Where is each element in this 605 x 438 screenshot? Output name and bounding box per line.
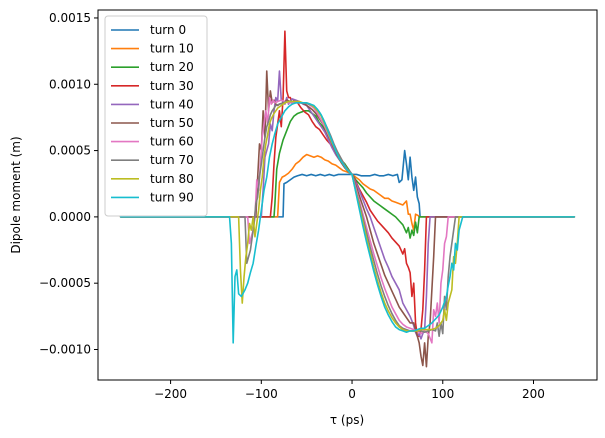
x-tick-label: −100 — [245, 387, 278, 401]
x-axis-ticks: −200 −100 0 100 200 — [154, 380, 545, 401]
y-tick-label: 0.0005 — [49, 144, 91, 158]
series-line-turn-0 — [119, 149, 576, 218]
y-tick-label: 0.0000 — [49, 210, 91, 224]
x-tick-label: 100 — [431, 387, 454, 401]
legend-label: turn 80 — [150, 172, 194, 186]
x-tick-label: 200 — [522, 387, 545, 401]
legend: turn 0 turn 10 turn 20 turn 30 turn 40 turn 5… — [104, 15, 208, 217]
legend-label: turn 30 — [150, 79, 194, 93]
plot-frame — [97, 9, 598, 381]
legend-box — [104, 15, 208, 217]
x-axis-label: τ (ps) — [330, 413, 364, 427]
legend-label: turn 20 — [150, 60, 194, 74]
legend-label: turn 0 — [150, 23, 186, 37]
legend-label: turn 60 — [150, 135, 194, 149]
y-axis-label: Dipole moment (m) — [9, 136, 23, 253]
legend-label: turn 10 — [150, 42, 194, 56]
y-tick-label: 0.0010 — [49, 77, 91, 91]
x-tick-label: 0 — [348, 387, 356, 401]
y-tick-label: −0.0010 — [39, 342, 91, 356]
y-tick-label: 0.0015 — [49, 11, 91, 25]
y-tick-label: −0.0005 — [39, 276, 91, 290]
x-tick-label: −200 — [154, 387, 187, 401]
y-axis-ticks: −0.0010 −0.0005 0.0000 0.0005 0.0010 0.0015 — [39, 11, 98, 356]
legend-label: turn 90 — [150, 190, 194, 204]
legend-label: turn 40 — [150, 97, 194, 111]
series-line-turn-90 — [119, 102, 576, 344]
series-layer — [119, 30, 576, 368]
legend-label: turn 70 — [150, 153, 194, 167]
legend-label: turn 50 — [150, 116, 194, 130]
